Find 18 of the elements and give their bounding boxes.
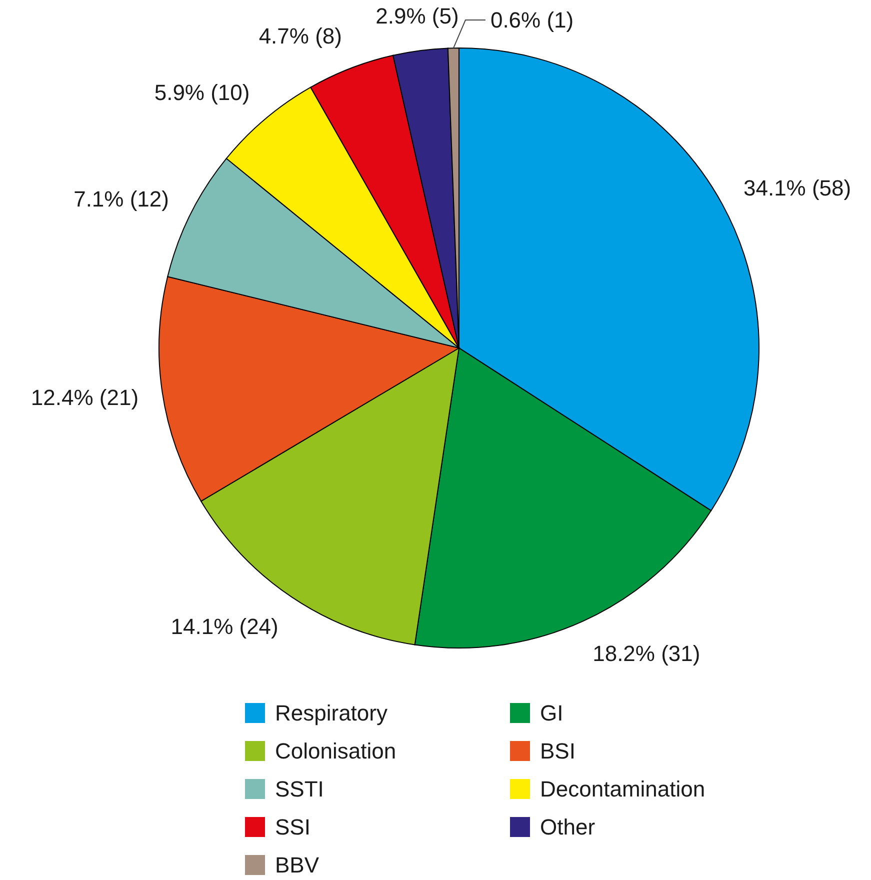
- data-label: 7.1% (12): [74, 186, 169, 212]
- legend-label: Colonisation: [275, 738, 396, 764]
- legend-label: Decontamination: [540, 776, 706, 802]
- data-label: 12.4% (21): [30, 384, 139, 410]
- legend-label: GI: [540, 700, 564, 726]
- data-label: 2.9% (5): [376, 3, 459, 28]
- data-label: 5.9% (10): [154, 80, 250, 105]
- legend-label: SSTI: [275, 776, 324, 802]
- data-label: 34.1% (58): [744, 175, 852, 200]
- legend-label: Respiratory: [275, 700, 388, 726]
- legend-label: BSI: [540, 738, 576, 764]
- data-label: 0.6% (1): [490, 8, 574, 33]
- data-label: 18.2% (31): [592, 640, 700, 666]
- data-label: 14.1% (24): [170, 614, 278, 639]
- legend-label: BBV: [275, 852, 320, 878]
- data-label: 4.7% (8): [258, 23, 342, 48]
- legend-label: SSI: [275, 814, 310, 840]
- legend-label: Other: [540, 814, 596, 840]
